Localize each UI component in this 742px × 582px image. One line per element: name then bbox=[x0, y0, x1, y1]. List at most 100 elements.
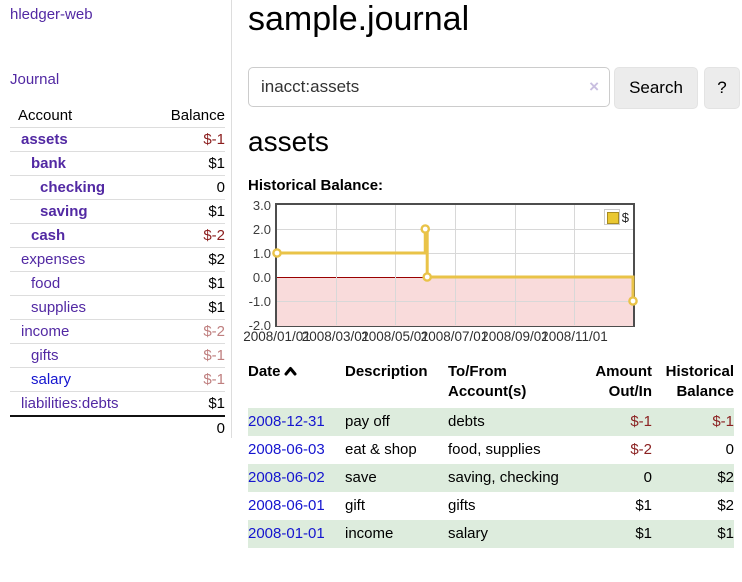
account-link[interactable]: saving bbox=[40, 203, 88, 220]
transaction-accounts: debts bbox=[448, 413, 485, 430]
account-balance: $1 bbox=[153, 391, 225, 417]
y-tick-label: -1.0 bbox=[248, 294, 271, 309]
account-name-cell: supplies bbox=[10, 295, 154, 320]
search-button[interactable]: Search bbox=[614, 67, 698, 109]
balance-line-series bbox=[272, 224, 638, 306]
account-name-cell: gifts bbox=[10, 343, 154, 368]
chart-x-axis: 2008/01/01 2008/03/01 2008/05/01 2008/07/01… bbox=[243, 329, 633, 347]
account-link[interactable]: income bbox=[21, 323, 70, 340]
x-tick-label: 2008/07/01 bbox=[420, 329, 489, 344]
transaction-date-link[interactable]: 2008-12-31 bbox=[248, 413, 325, 430]
transaction-date-link[interactable]: 2008-06-01 bbox=[248, 497, 325, 514]
transaction-row: 2008-06-03 eat & shop food, supplies $-2 0 bbox=[248, 436, 734, 464]
register-table: Date Description To/From Account(s) Amou… bbox=[248, 360, 734, 548]
account-balance: $-1 bbox=[153, 367, 225, 392]
account-link[interactable]: supplies bbox=[31, 299, 87, 316]
gridline bbox=[335, 205, 337, 325]
brand-link[interactable]: hledger-web bbox=[10, 6, 93, 23]
register-header-amount: Amount Out/In bbox=[595, 363, 652, 400]
y-tick-label: -2.0 bbox=[248, 318, 271, 333]
legend-swatch-color bbox=[606, 212, 619, 224]
y-tick-label: 1.0 bbox=[252, 246, 271, 261]
account-row: bank $1 bbox=[10, 151, 225, 176]
gridline bbox=[454, 205, 456, 325]
account-link[interactable]: salary bbox=[31, 371, 72, 388]
account-name-cell: salary bbox=[10, 367, 154, 392]
balance-line bbox=[277, 227, 635, 301]
x-tick-label: 2008/05/01 bbox=[361, 329, 429, 344]
search-box: × bbox=[248, 67, 610, 107]
transaction-row: 2008-06-01 gift gifts $1 $2 bbox=[248, 492, 734, 520]
transaction-date-link[interactable]: 2008-01-01 bbox=[248, 525, 325, 542]
account-row: gifts $-1 bbox=[10, 343, 225, 368]
account-row: cash $-2 bbox=[10, 223, 225, 248]
transaction-accounts: gifts bbox=[448, 497, 476, 514]
chart-y-axis: 3.0 2.0 1.0 0.0 -1.0 -2.0 bbox=[248, 198, 271, 333]
account-row: income $-2 bbox=[10, 319, 225, 344]
account-balance: $2 bbox=[153, 247, 225, 272]
account-row: expenses $2 bbox=[10, 247, 225, 272]
accounts-table-body: assets $-1 bank $1 checking 0 saving $1 cash $-2 e… bbox=[10, 127, 225, 417]
account-row: liabilities:debts $1 bbox=[10, 391, 225, 417]
y-tick-label: 2.0 bbox=[252, 222, 271, 237]
account-link[interactable]: liabilities:debts bbox=[21, 395, 119, 412]
search-bar: × Search ? bbox=[248, 67, 740, 109]
account-link[interactable]: assets bbox=[21, 131, 68, 148]
clear-search-icon[interactable]: × bbox=[589, 77, 599, 96]
transaction-date-cell: 2008-06-03 bbox=[248, 436, 345, 464]
account-name-cell: cash bbox=[10, 223, 154, 248]
x-tick-label: 2008/03/01 bbox=[301, 329, 370, 344]
account-link[interactable]: bank bbox=[31, 155, 67, 172]
transaction-balance: $2 bbox=[717, 497, 734, 514]
main-content: sample.journal × Search ? assets Histori… bbox=[243, 0, 740, 582]
transaction-amount: 0 bbox=[643, 469, 652, 486]
sort-ascending-icon bbox=[284, 367, 297, 376]
account-link[interactable]: cash bbox=[31, 227, 66, 244]
transaction-accounts: saving, checking bbox=[448, 469, 559, 486]
accounts-header-account: Account bbox=[10, 104, 154, 128]
search-input[interactable] bbox=[248, 67, 610, 107]
x-tick-label: 2008/01/01 bbox=[243, 329, 311, 344]
sidebar-item-journal[interactable]: Journal bbox=[10, 71, 60, 88]
account-balance: $1 bbox=[153, 271, 225, 296]
data-point-marker bbox=[628, 296, 638, 306]
account-link[interactable]: expenses bbox=[21, 251, 86, 268]
account-link[interactable]: gifts bbox=[31, 347, 59, 364]
transaction-balance: $1 bbox=[717, 525, 734, 542]
account-balance: $-1 bbox=[153, 343, 225, 368]
register-header-accounts: To/From Account(s) bbox=[448, 363, 527, 400]
account-balance: $1 bbox=[153, 151, 225, 176]
account-link[interactable]: checking bbox=[40, 179, 106, 196]
transaction-accounts: food, supplies bbox=[448, 441, 541, 458]
account-name-cell: checking bbox=[10, 175, 154, 200]
transaction-date-link[interactable]: 2008-06-02 bbox=[248, 469, 325, 486]
data-point-marker bbox=[272, 248, 282, 258]
data-point-marker bbox=[420, 224, 431, 234]
sidebar: hledger-web Journal Account Balance asse… bbox=[0, 0, 232, 440]
account-name-cell: food bbox=[10, 271, 154, 296]
account-balance: $-2 bbox=[153, 319, 225, 344]
accounts-table: Account Balance assets $-1 bank $1 checking 0… bbox=[10, 104, 225, 440]
account-row: checking 0 bbox=[10, 175, 225, 200]
account-link[interactable]: food bbox=[31, 275, 61, 292]
account-balance: 0 bbox=[153, 175, 225, 200]
chart-title: Historical Balance: bbox=[248, 177, 384, 194]
transaction-date-cell: 2008-01-01 bbox=[248, 520, 345, 548]
account-name-cell: bank bbox=[10, 151, 154, 176]
legend-label: $ bbox=[621, 209, 629, 225]
transaction-amount: $-1 bbox=[630, 413, 652, 430]
gridline bbox=[514, 205, 516, 325]
register-header-date[interactable]: Date bbox=[248, 360, 345, 408]
account-name-cell: expenses bbox=[10, 247, 154, 272]
y-tick-label: 3.0 bbox=[252, 198, 271, 213]
transaction-date-link[interactable]: 2008-06-03 bbox=[248, 441, 325, 458]
y-tick-label: 0.0 bbox=[252, 270, 271, 285]
account-name-cell: income bbox=[10, 319, 154, 344]
register-header-row: Date Description To/From Account(s) Amou… bbox=[248, 360, 734, 408]
help-button[interactable]: ? bbox=[704, 67, 740, 109]
transaction-row: 2008-01-01 income salary $1 $1 bbox=[248, 520, 734, 548]
transaction-date-cell: 2008-06-01 bbox=[248, 492, 345, 520]
account-row: salary $-1 bbox=[10, 367, 225, 392]
account-name-cell: liabilities:debts bbox=[10, 391, 154, 417]
